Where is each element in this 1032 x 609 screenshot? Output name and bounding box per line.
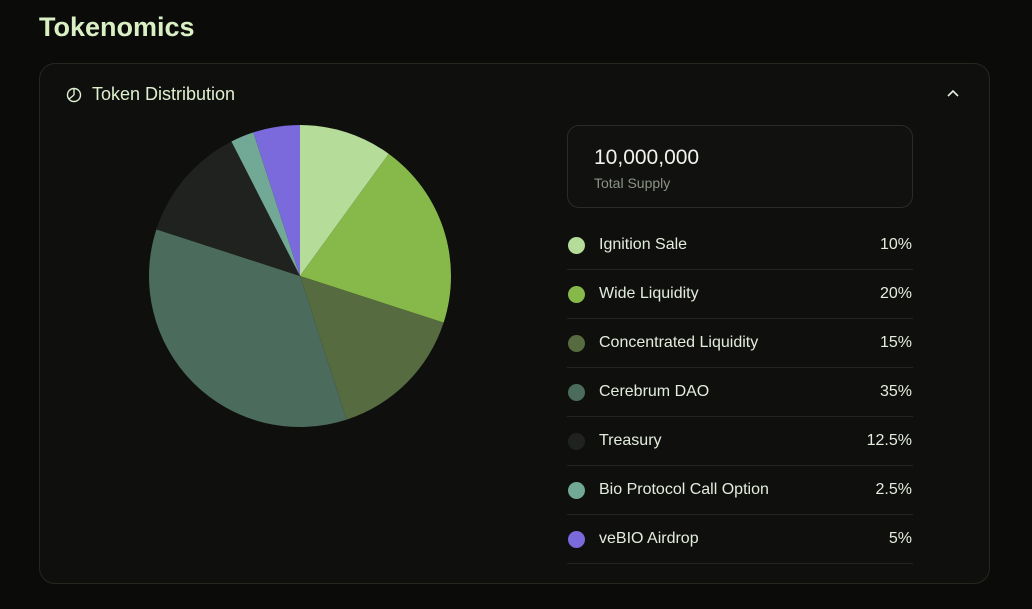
legend-percent: 2.5% (875, 481, 912, 498)
pie-slice-ignition-sale[interactable] (300, 125, 389, 276)
legend-percent: 15% (879, 334, 912, 351)
legend-swatch (568, 383, 585, 401)
legend-swatch (568, 481, 585, 499)
legend-item: Treasury 12.5% (567, 417, 913, 466)
page-title: Tokenomics (39, 12, 195, 42)
pie-slice-vebio-airdrop[interactable] (253, 125, 300, 276)
total-supply-label: Total Supply (594, 175, 671, 191)
legend-item: Ignition Sale 10% (567, 221, 913, 270)
token-distribution-card: Token Distribution 10,000,000 Total Supp… (39, 63, 990, 584)
legend-percent: 35% (879, 383, 912, 400)
pie-slice-treasury[interactable] (156, 141, 300, 276)
card-title: Token Distribution (92, 84, 236, 104)
pie-slice-bio-protocol-call-option[interactable] (231, 132, 300, 276)
legend-percent: 10% (879, 236, 912, 253)
card-header[interactable]: Token Distribution (66, 84, 235, 105)
legend-item: Bio Protocol Call Option 2.5% (567, 466, 913, 515)
legend-item: veBIO Airdrop 5% (567, 515, 913, 564)
legend-swatch (568, 285, 585, 303)
legend-swatch (568, 236, 585, 254)
legend: Ignition Sale 10% Wide Liquidity 20% Concent… (567, 221, 913, 564)
chevron-up-icon[interactable] (943, 84, 963, 104)
legend-label: Ignition Sale (599, 236, 688, 253)
pie-slice-concentrated-liquidity[interactable] (300, 276, 444, 420)
total-supply-box: 10,000,000 Total Supply (567, 125, 913, 208)
legend-swatch (568, 334, 585, 352)
legend-label: Treasury (599, 432, 662, 449)
legend-item: Cerebrum DAO 35% (567, 368, 913, 417)
legend-percent: 20% (879, 285, 912, 302)
legend-label: Wide Liquidity (599, 285, 699, 302)
legend-percent: 5% (888, 530, 912, 547)
legend-item: Wide Liquidity 20% (567, 270, 913, 319)
pie-slice-cerebrum-dao[interactable] (149, 229, 347, 427)
legend-swatch (568, 530, 585, 548)
pie-chart (149, 125, 452, 427)
legend-label: veBIO Airdrop (599, 530, 699, 547)
pie-chart-icon (66, 87, 82, 102)
legend-swatch (568, 432, 585, 450)
pie-slice-wide-liquidity[interactable] (300, 153, 452, 323)
legend-label: Concentrated Liquidity (599, 334, 759, 351)
legend-label: Cerebrum DAO (599, 383, 710, 400)
legend-percent: 12.5% (866, 432, 912, 449)
total-supply-value: 10,000,000 (594, 146, 700, 169)
legend-item: Concentrated Liquidity 15% (567, 319, 913, 368)
legend-label: Bio Protocol Call Option (599, 481, 769, 498)
